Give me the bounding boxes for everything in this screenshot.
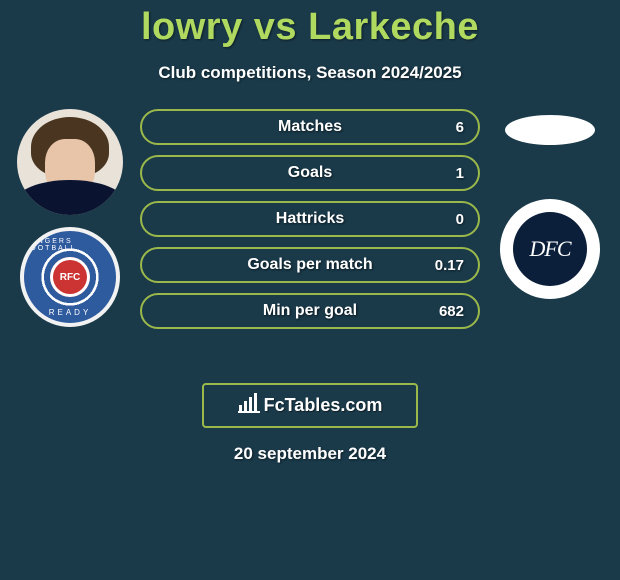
stat-row-min-per-goal: Min per goal 682 bbox=[140, 293, 480, 329]
date-line: 20 september 2024 bbox=[0, 444, 620, 464]
right-player-column: DFC bbox=[490, 109, 610, 369]
stat-row-goals: Goals 1 bbox=[140, 155, 480, 191]
stat-label: Goals bbox=[288, 164, 332, 182]
stat-label: Min per goal bbox=[263, 302, 357, 320]
stat-right-value: 0 bbox=[456, 211, 464, 228]
stat-right-value: 1 bbox=[456, 165, 464, 182]
club-badge-left-text-bottom: READY bbox=[49, 308, 92, 317]
club-badge-left-inner: RFC bbox=[50, 257, 90, 297]
stat-row-goals-per-match: Goals per match 0.17 bbox=[140, 247, 480, 283]
club-badge-right-inner: DFC bbox=[530, 236, 571, 262]
subtitle: Club competitions, Season 2024/2025 bbox=[0, 63, 620, 83]
brand-box[interactable]: FcTables.com bbox=[202, 383, 418, 428]
stat-label: Hattricks bbox=[276, 210, 344, 228]
comparison-area: RANGERS FOOTBALL RFC READY DFC Matches 6… bbox=[0, 109, 620, 369]
stat-right-value: 6 bbox=[456, 119, 464, 136]
player-right-photo-placeholder bbox=[505, 115, 595, 145]
stat-row-hattricks: Hattricks 0 bbox=[140, 201, 480, 237]
club-badge-right: DFC bbox=[500, 199, 600, 299]
stats-list: Matches 6 Goals 1 Hattricks 0 Goals per … bbox=[140, 109, 480, 339]
club-badge-left-text-top: RANGERS FOOTBALL bbox=[24, 238, 116, 252]
player-left-photo bbox=[17, 109, 123, 215]
page-title: lowry vs Larkeche bbox=[0, 0, 620, 49]
stat-label: Goals per match bbox=[247, 256, 372, 274]
stat-right-value: 682 bbox=[439, 303, 464, 320]
chart-icon bbox=[238, 393, 260, 418]
stat-row-matches: Matches 6 bbox=[140, 109, 480, 145]
brand-text: FcTables.com bbox=[264, 395, 383, 416]
club-badge-left: RANGERS FOOTBALL RFC READY bbox=[20, 227, 120, 327]
stat-label: Matches bbox=[278, 118, 342, 136]
stat-right-value: 0.17 bbox=[435, 257, 464, 274]
left-player-column: RANGERS FOOTBALL RFC READY bbox=[10, 109, 130, 369]
